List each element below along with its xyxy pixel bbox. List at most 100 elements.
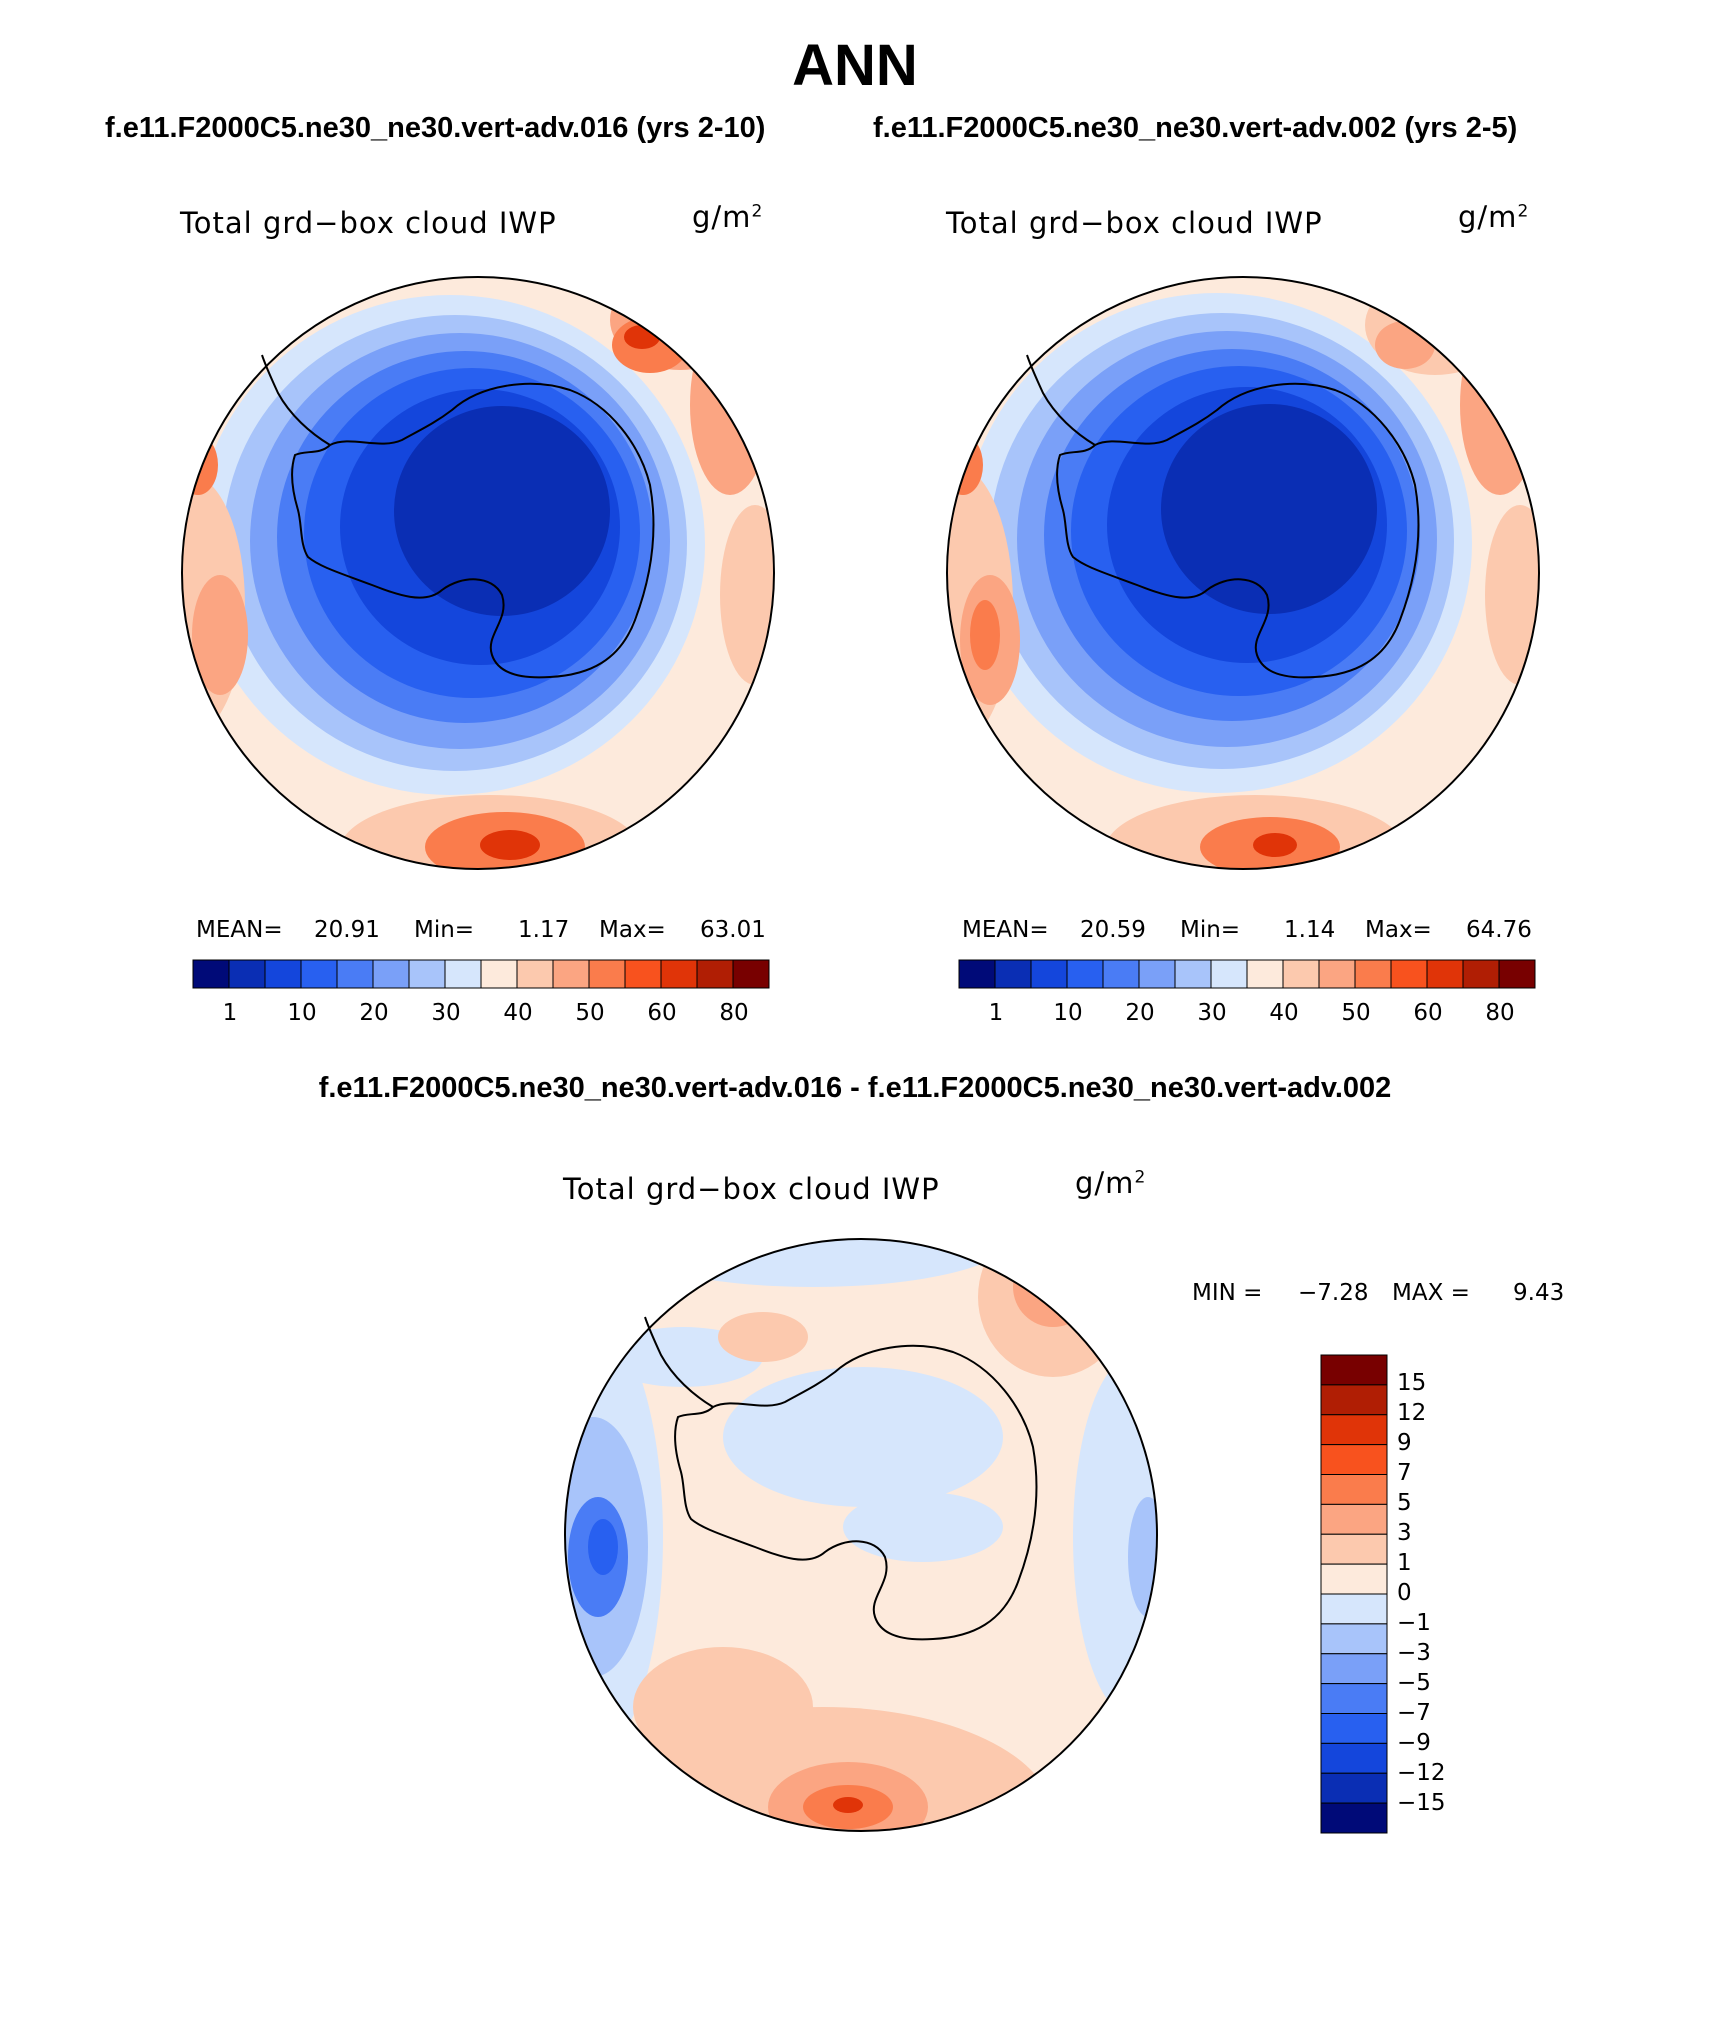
right-colorbar (958, 959, 1536, 989)
colorbar-swatch (1102, 959, 1140, 989)
colorbar-swatch (192, 959, 230, 989)
colorbar-swatch (480, 959, 518, 989)
left-colorbar-tick: 30 (431, 1000, 461, 1026)
right-case-title: f.e11.F2000C5.ne30_ne30.vert-adv.002 (yr… (873, 112, 1518, 144)
map-boundary (564, 1238, 1158, 1832)
antarctica-coastline (291, 382, 655, 679)
colorbar-swatch (516, 959, 554, 989)
diff-variable-label: Total grd−box cloud IWP (563, 1172, 940, 1206)
colorbar-swatch (1320, 1802, 1388, 1834)
colorbar-swatch (1320, 1713, 1388, 1744)
right-polar-map (946, 276, 1540, 870)
diff-min-label: MIN = (1192, 1280, 1263, 1306)
diff-colorbar-label: −1 (1397, 1610, 1431, 1636)
colorbar-swatch (1282, 959, 1320, 989)
colorbar-swatch (1320, 1563, 1388, 1595)
colorbar-swatch (660, 959, 698, 989)
colorbar-swatch (588, 959, 626, 989)
right-colorbar-tick: 50 (1341, 1000, 1371, 1026)
colorbar-swatch (1318, 959, 1356, 989)
diff-units-label: g/m2 (1075, 1166, 1147, 1200)
diff-colorbar-label: −12 (1397, 1760, 1446, 1786)
left-colorbar (192, 959, 770, 989)
right-mean-label: MEAN= (962, 917, 1049, 943)
left-mean-label: MEAN= (196, 917, 283, 943)
right-max-label: Max= (1365, 917, 1432, 943)
map-boundary (946, 276, 1540, 870)
left-colorbar-tick: 20 (359, 1000, 389, 1026)
diff-colorbar-label: −9 (1397, 1730, 1431, 1756)
right-colorbar-tick: 40 (1269, 1000, 1299, 1026)
left-colorbar-tick: 40 (503, 1000, 533, 1026)
diff-colorbar-label: 0 (1397, 1580, 1412, 1606)
diff-colorbar-label: 15 (1397, 1370, 1427, 1396)
colorbar-swatch (1498, 959, 1536, 989)
colorbar-swatch (264, 959, 302, 989)
diff-colorbar-label: 12 (1397, 1400, 1427, 1426)
antarctica-coastline (674, 1344, 1038, 1641)
right-min-value: 1.14 (1284, 917, 1336, 943)
map-boundary (181, 276, 775, 870)
diff-colorbar-label: −3 (1397, 1640, 1431, 1666)
right-colorbar-tick: 30 (1197, 1000, 1227, 1026)
diff-colorbar-label: −15 (1397, 1790, 1446, 1816)
colorbar-swatch (1320, 1354, 1388, 1386)
diff-max-label: MAX = (1392, 1280, 1470, 1306)
left-mean-value: 20.91 (314, 917, 380, 943)
colorbar-swatch (228, 959, 266, 989)
right-mean-value: 20.59 (1080, 917, 1146, 943)
left-colorbar-tick: 60 (647, 1000, 677, 1026)
colorbar-swatch (1320, 1772, 1388, 1804)
colorbar-swatch (552, 959, 590, 989)
right-colorbar-tick: 10 (1053, 1000, 1083, 1026)
colorbar-swatch (1354, 959, 1392, 989)
colorbar-swatch (1320, 1503, 1388, 1535)
colorbar-swatch (958, 959, 996, 989)
difference-title: f.e11.F2000C5.ne30_ne30.vert-adv.016 - f… (318, 1072, 1392, 1104)
diff-colorbar-label: 7 (1397, 1460, 1412, 1486)
colorbar-swatch (1390, 959, 1428, 989)
diff-colorbar-label: −5 (1397, 1670, 1431, 1696)
right-colorbar-tick: 20 (1125, 1000, 1155, 1026)
positive-patch-northeast (978, 1239, 1128, 1377)
left-polar-map (181, 276, 775, 870)
left-min-value: 1.17 (518, 917, 570, 943)
colorbar-swatch (1246, 959, 1284, 989)
colorbar-swatch (408, 959, 446, 989)
left-max-value: 63.01 (700, 917, 766, 943)
right-min-label: Min= (1180, 917, 1241, 943)
left-colorbar-tick: 10 (287, 1000, 317, 1026)
colorbar-swatch (1426, 959, 1464, 989)
colorbar-swatch (1174, 959, 1212, 989)
diff-colorbar-label: 1 (1397, 1550, 1412, 1576)
colorbar-swatch (1320, 1623, 1388, 1655)
diff-polar-map (564, 1238, 1158, 1832)
colorbar-swatch (1066, 959, 1104, 989)
colorbar-swatch (1210, 959, 1248, 989)
left-variable-label: Total grd−box cloud IWP (180, 206, 557, 240)
left-colorbar-tick: 80 (719, 1000, 749, 1026)
right-variable-label: Total grd−box cloud IWP (946, 206, 1323, 240)
colorbar-swatch (994, 959, 1032, 989)
antarctic-interior (394, 406, 610, 616)
colorbar-swatch (1320, 1444, 1388, 1475)
colorbar-swatch (1030, 959, 1068, 989)
left-units-label: g/m2 (692, 200, 764, 234)
colorbar-swatch (1320, 1474, 1388, 1505)
colorbar-swatch (1138, 959, 1176, 989)
left-max-label: Max= (599, 917, 666, 943)
antarctica-coastline (1056, 382, 1420, 679)
colorbar-swatch (1462, 959, 1500, 989)
colorbar-swatch (300, 959, 338, 989)
colorbar-swatch (336, 959, 374, 989)
antarctic-interior (1161, 404, 1377, 614)
diff-colorbar (1320, 1354, 1388, 1834)
diff-min-value: −7.28 (1298, 1280, 1369, 1306)
left-colorbar-tick: 1 (222, 1000, 238, 1026)
continent-negative (723, 1367, 1003, 1507)
diff-max-value: 9.43 (1513, 1280, 1565, 1306)
colorbar-swatch (1320, 1653, 1388, 1685)
colorbar-swatch (372, 959, 410, 989)
colorbar-swatch (1320, 1414, 1388, 1446)
right-colorbar-tick: 80 (1485, 1000, 1515, 1026)
